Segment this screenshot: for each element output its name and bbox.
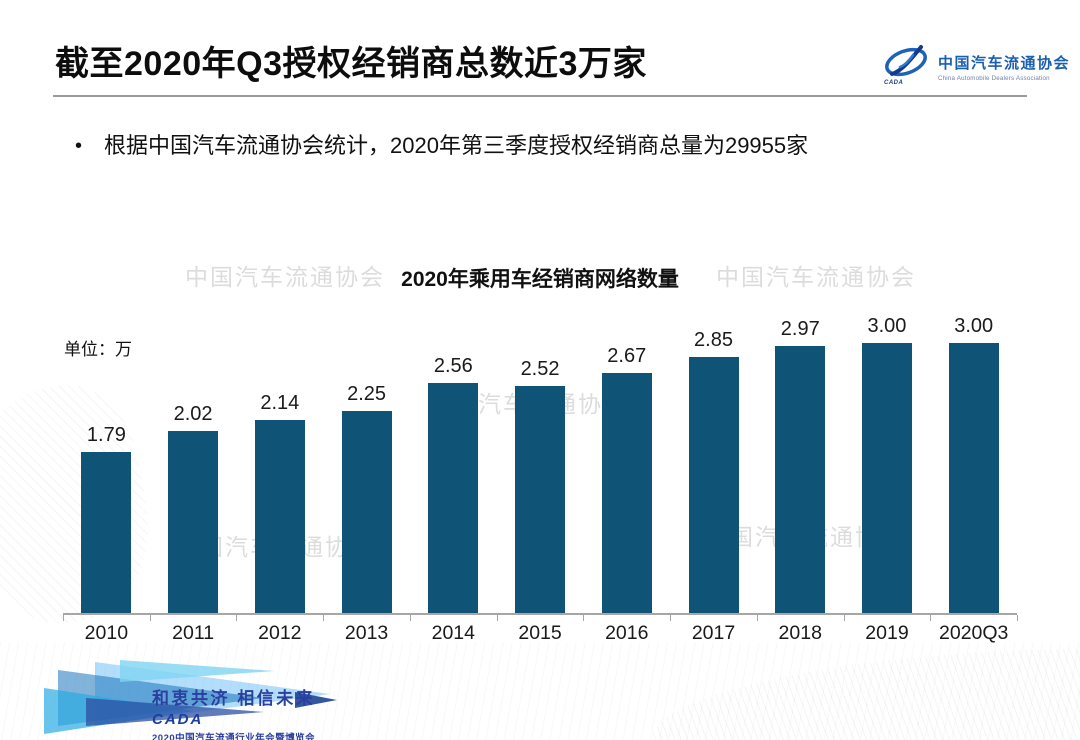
association-logo: CADA 中国汽车流通协会 China Automobile Dealers A… [880, 44, 1070, 88]
axis-tick [843, 615, 845, 621]
bar [948, 343, 999, 613]
bar [688, 356, 739, 613]
title-divider [53, 95, 1027, 97]
bar-slot: 3.00 [930, 315, 1017, 613]
bar-slot: 3.00 [844, 315, 931, 613]
event-text-block: 和衷共济 相信未来 CADA 2020中国汽车流通行业年会暨博览会 China … [152, 684, 315, 740]
bar-value-label: 2.02 [173, 403, 213, 426]
x-axis [63, 613, 1018, 622]
event-slogan: 和衷共济 相信未来 [152, 689, 316, 708]
x-axis-label: 2012 [258, 622, 302, 644]
axis-tick [149, 615, 151, 621]
bullet-text: 根据中国汽车流通协会统计，2020年第三季度授权经销商总量为29955家 [104, 133, 809, 158]
association-name-cn: 中国汽车流通协会 [938, 55, 1071, 72]
axis-tick [1017, 615, 1018, 621]
x-axis-label: 2011 [172, 622, 215, 644]
bar-slot: 1.79 [63, 424, 150, 613]
bar-slot: 2.97 [757, 318, 844, 613]
x-axis-label: 2013 [344, 622, 389, 644]
bar-value-label: 2.14 [260, 392, 300, 415]
bar-slot: 2.52 [497, 358, 584, 613]
bullet-item: • 根据中国汽车流通协会统计，2020年第三季度授权经销商总量为29955家 [75, 131, 808, 161]
bar [168, 431, 219, 613]
axis-tick [756, 615, 758, 621]
x-axis-label: 2015 [518, 622, 562, 644]
axis-tick [670, 615, 672, 621]
axis-tick [63, 615, 64, 621]
watermark-text: 中国汽车流通协会 [185, 264, 385, 290]
axis-tick [930, 615, 932, 621]
chart-title: 2020年乘用车经销商网络数量 [401, 268, 679, 291]
axis-tick [236, 615, 238, 621]
bar [254, 420, 305, 613]
bar-value-label: 2.56 [433, 354, 473, 377]
axis-tick [323, 615, 325, 621]
bar-value-label: 2.85 [694, 328, 733, 351]
bar [861, 343, 912, 613]
axis-tick [583, 615, 585, 621]
x-axis-label: 2017 [691, 622, 736, 644]
background-wave-texture-right [650, 648, 1080, 740]
watermark-text: 中国汽车流通协会 [716, 264, 916, 290]
bar-value-label: 2.52 [520, 358, 560, 381]
x-axis-label: 2020Q3 [939, 622, 1009, 644]
bar [775, 345, 826, 613]
bar-slot: 2.25 [323, 382, 410, 613]
bar-slot: 2.85 [670, 328, 757, 613]
x-axis-labels: 2010 2011 2012 2013 2014 2015 2016 2017 2018 2019… [63, 622, 1017, 645]
bar-slot: 2.02 [150, 403, 237, 613]
bar-value-label: 3.00 [954, 315, 994, 337]
event-name-cn: 2020中国汽车流通行业年会暨博览会 [152, 733, 316, 740]
bar-value-label: 2.67 [607, 344, 647, 367]
association-swoosh-icon: CADA [880, 44, 932, 88]
bar-value-label: 2.25 [347, 382, 387, 405]
bullet-marker: • [75, 135, 83, 157]
axis-tick [496, 615, 498, 621]
bar [428, 382, 479, 613]
axis-tick [409, 615, 411, 621]
page-title: 截至2020年Q3授权经销商总数近3万家 [55, 45, 647, 83]
bar [81, 451, 132, 613]
association-name: 中国汽车流通协会 China Automobile Dealers Associ… [938, 44, 1070, 82]
association-name-en: China Automobile Dealers Association [938, 75, 1050, 82]
x-axis-label: 2018 [778, 622, 822, 644]
bar [515, 386, 566, 613]
chart-unit-label: 单位：万 [64, 340, 132, 359]
bar-value-label: 1.79 [86, 423, 126, 446]
bar-slot: 2.14 [236, 392, 323, 613]
association-mark: CADA [884, 80, 904, 86]
bar [341, 410, 392, 613]
bar-chart-plot-area: 1.79 2.02 2.14 2.25 2.56 2.52 2.67 2.85 2.97 3.00… [63, 313, 1017, 613]
x-axis-label: 2016 [605, 622, 649, 644]
event-logo: 和衷共济 相信未来 CADA 2020中国汽车流通行业年会暨博览会 China … [0, 648, 420, 740]
bar-value-label: 2.97 [780, 317, 820, 340]
cada-wordmark: CADA [152, 711, 204, 728]
bar-slot: 2.56 [410, 355, 497, 613]
x-axis-label: 2014 [431, 622, 475, 644]
x-axis-label: 2019 [865, 622, 909, 644]
bar [601, 372, 652, 613]
bar-slot: 2.67 [583, 345, 670, 613]
x-axis-label: 2010 [84, 622, 129, 644]
bar-value-label: 3.00 [867, 315, 907, 337]
